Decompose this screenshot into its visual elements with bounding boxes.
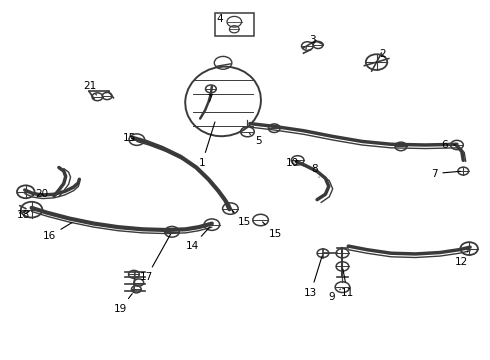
- Text: 2: 2: [376, 49, 386, 62]
- Text: 9: 9: [328, 289, 341, 302]
- Text: 6: 6: [441, 140, 456, 150]
- Text: 10: 10: [286, 158, 299, 168]
- Text: 5: 5: [249, 134, 262, 147]
- Text: 15: 15: [122, 133, 136, 143]
- Text: 19: 19: [114, 294, 132, 314]
- Text: 1: 1: [199, 122, 215, 168]
- Text: 11: 11: [341, 269, 354, 297]
- Text: 17: 17: [140, 234, 171, 282]
- Text: 16: 16: [43, 222, 72, 242]
- Text: 21: 21: [83, 81, 97, 95]
- Text: 3: 3: [306, 35, 316, 49]
- Text: 13: 13: [304, 256, 322, 297]
- Text: 14: 14: [186, 227, 210, 251]
- Text: 12: 12: [455, 251, 468, 267]
- Text: 15: 15: [232, 211, 251, 227]
- Text: 18: 18: [17, 210, 30, 220]
- Text: 7: 7: [431, 168, 461, 179]
- Text: 20: 20: [35, 189, 48, 199]
- Text: 8: 8: [311, 164, 319, 177]
- Text: 15: 15: [263, 222, 282, 239]
- Text: 4: 4: [217, 14, 223, 23]
- Text: 7: 7: [207, 94, 213, 104]
